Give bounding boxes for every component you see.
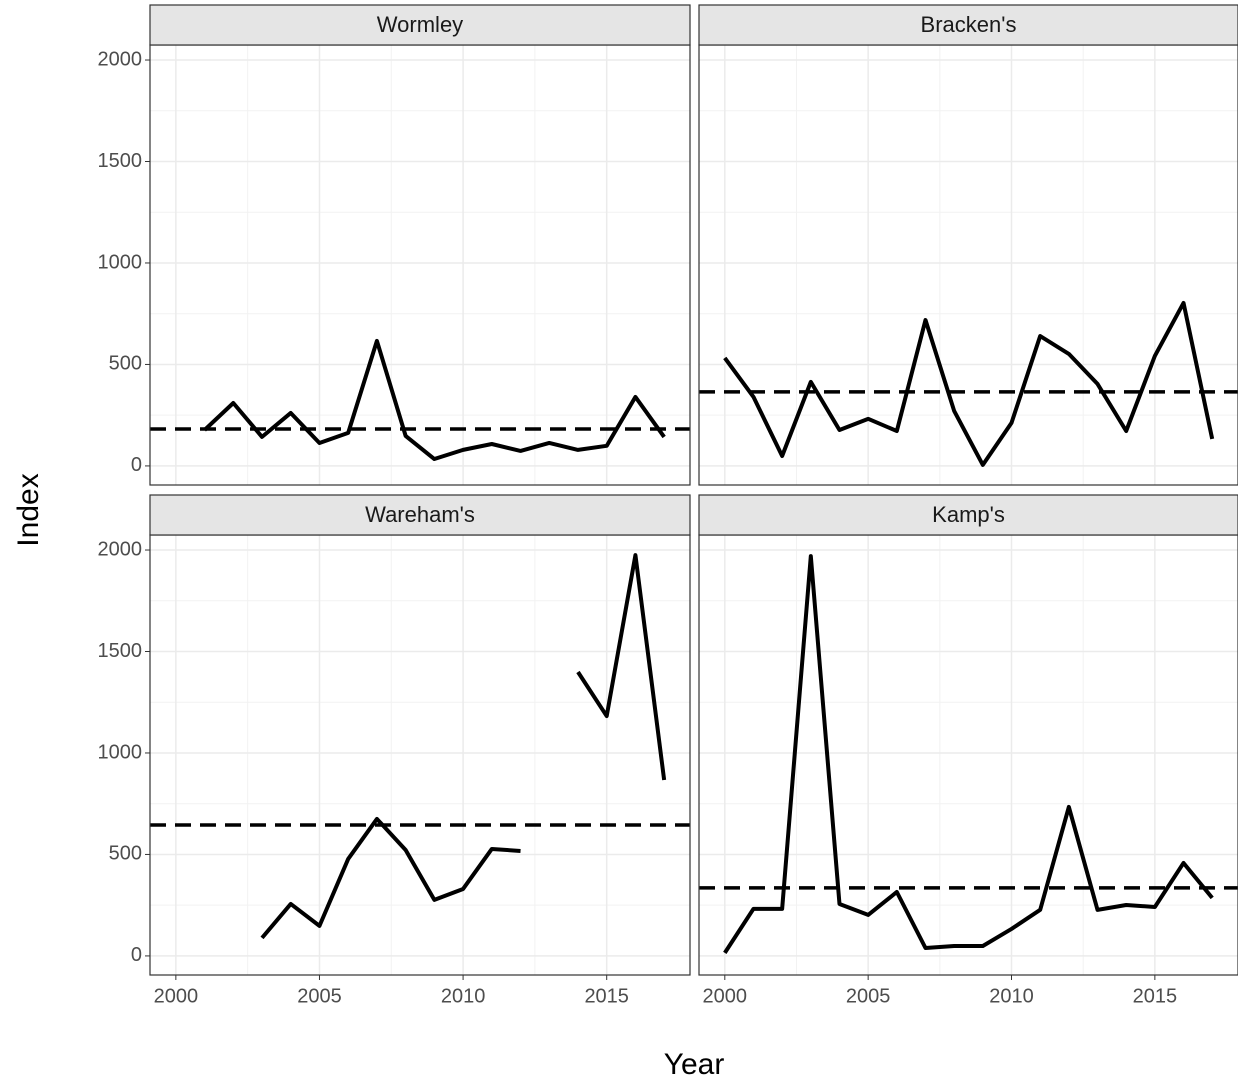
y-tick-label: 2000 xyxy=(98,48,143,70)
y-tick-label: 0 xyxy=(131,944,142,966)
panel-background xyxy=(150,535,690,975)
y-tick-label: 500 xyxy=(109,843,142,865)
y-tick-label: 1000 xyxy=(98,251,143,273)
panel-marks xyxy=(699,300,1238,467)
data-line xyxy=(723,300,1215,467)
y-tick-label: 500 xyxy=(109,353,142,375)
strip xyxy=(698,494,1238,536)
x-tick-label: 2010 xyxy=(441,985,486,1007)
x-tick-label: 2000 xyxy=(703,985,748,1007)
strip xyxy=(149,4,691,46)
panel-marks xyxy=(150,338,690,462)
x-tick-label: 2010 xyxy=(989,985,1034,1007)
x-tick-label: 2000 xyxy=(154,985,199,1007)
y-tick-label: 0 xyxy=(131,454,142,476)
panel-background xyxy=(699,45,1238,485)
strip-title: Wormley xyxy=(377,12,463,37)
strip xyxy=(149,494,691,536)
data-line xyxy=(203,338,666,462)
strip-title: Kamp's xyxy=(932,502,1005,527)
y-tick-label: 1500 xyxy=(98,640,143,662)
y-tick-label: 1500 xyxy=(98,150,143,172)
x-tick-label: 2005 xyxy=(846,985,891,1007)
y-tick-label: 1000 xyxy=(98,741,143,763)
data-line xyxy=(723,554,1214,954)
x-tick-label: 2015 xyxy=(584,985,629,1007)
x-axis-title: Year xyxy=(664,1048,725,1081)
y-tick-label: 2000 xyxy=(98,538,143,560)
y-axis-title: Index xyxy=(12,473,45,546)
strip-title: Wareham's xyxy=(365,502,475,527)
panel-background xyxy=(699,535,1238,975)
panel-marks xyxy=(699,554,1238,954)
x-tick-label: 2015 xyxy=(1133,985,1178,1007)
strip xyxy=(698,4,1238,46)
data-line xyxy=(260,553,667,940)
panel-marks xyxy=(150,553,690,940)
x-tick-label: 2005 xyxy=(297,985,342,1007)
strip-title: Bracken's xyxy=(921,12,1017,37)
